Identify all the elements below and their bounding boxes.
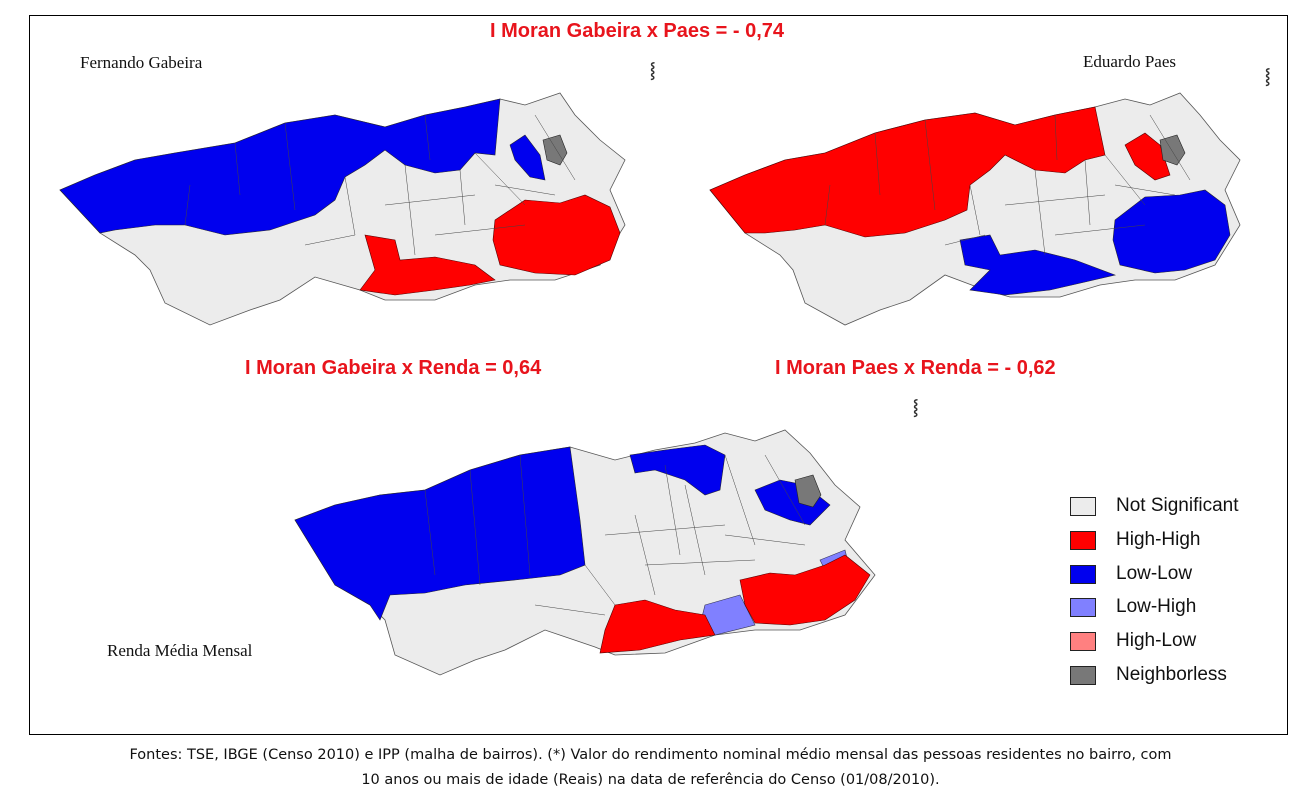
map-title-renda: Renda Média Mensal (107, 641, 253, 660)
map-renda (294, 429, 876, 676)
legend-swatch-low-low (1070, 565, 1096, 584)
map-high-high (359, 194, 621, 296)
legend-swatch-not-significant (1070, 497, 1096, 516)
legend-label: High-Low (1116, 630, 1197, 651)
caption-line-1: Fontes: TSE, IBGE (Censo 2010) e IPP (ma… (129, 747, 1172, 763)
island-icon: ⸾ (650, 61, 656, 79)
legend-swatch-high-low (1070, 632, 1096, 651)
map-borders (824, 114, 1191, 256)
legend-label: Low-High (1116, 596, 1197, 617)
map-neighborless (1159, 134, 1186, 166)
island-icon: ⸾ (913, 398, 919, 416)
island-icon: ⸾ (1265, 67, 1271, 85)
legend-swatch-high-high (1070, 531, 1096, 550)
legend-label: High-High (1116, 529, 1201, 550)
map-low-low (59, 98, 546, 236)
map-borders (424, 454, 806, 616)
map-low-low (294, 444, 831, 621)
map-title-paes: Eduardo Paes (1083, 52, 1177, 71)
moran-gabeira-renda: I Moran Gabeira x Renda = 0,64 (245, 357, 542, 379)
map-gabeira (59, 92, 626, 326)
moran-paes-renda: I Moran Paes x Renda = - 0,62 (775, 357, 1056, 379)
map-low-low (959, 189, 1231, 296)
map-borders (184, 114, 576, 256)
legend-label: Low-Low (1116, 563, 1193, 584)
caption-line-2: 10 anos ou mais de idade (Reais) na data… (361, 772, 940, 788)
source-caption: Fontes: TSE, IBGE (Censo 2010) e IPP (ma… (0, 743, 1301, 793)
moran-gabeira-paes: I Moran Gabeira x Paes = - 0,74 (490, 20, 785, 42)
map-title-gabeira: Fernando Gabeira (80, 53, 203, 72)
map-high-high (709, 106, 1171, 238)
map-paes (709, 92, 1241, 326)
map-neighborless (794, 474, 822, 508)
legend-swatch-low-high (1070, 598, 1096, 617)
legend-label: Neighborless (1116, 664, 1227, 685)
map-high-high (599, 554, 871, 654)
legend-swatch-neighborless (1070, 666, 1096, 685)
legend-label: Not Significant (1116, 495, 1239, 516)
